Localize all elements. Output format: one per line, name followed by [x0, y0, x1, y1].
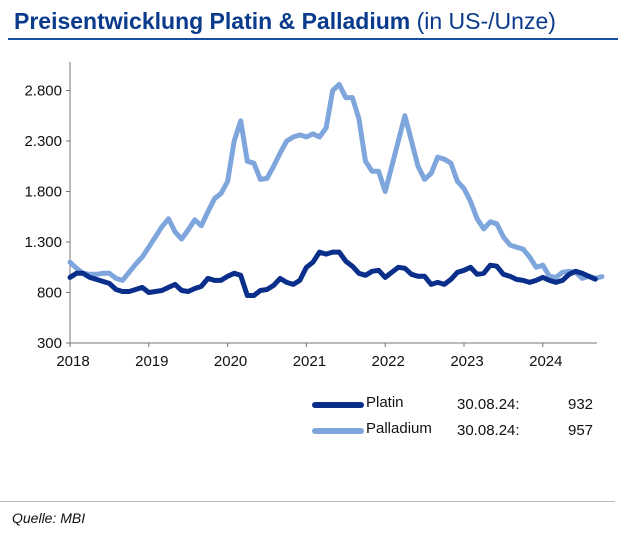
y-tick-label: 800	[37, 285, 62, 302]
series-line-palladium	[67, 81, 605, 283]
legend-date: 30.08.24:	[457, 422, 520, 439]
x-tick-label: 2019	[135, 353, 168, 370]
legend-label: Platin	[366, 394, 404, 411]
chart-title: Preisentwicklung Platin & Palladium (in …	[14, 8, 556, 35]
x-tick-label: 2022	[372, 353, 405, 370]
title-main: Preisentwicklung Platin & Palladium	[14, 8, 411, 34]
x-tick-label: 2018	[56, 353, 89, 370]
legend-date: 30.08.24:	[457, 396, 520, 413]
legend-swatch	[312, 402, 364, 408]
title-unit: (in US-/Unze)	[416, 8, 556, 34]
y-tick-label: 1.800	[24, 184, 62, 201]
y-tick-label: 300	[37, 335, 62, 352]
title-underline	[8, 38, 618, 40]
y-tick-label: 1.300	[24, 234, 62, 251]
footer-divider	[0, 501, 615, 502]
legend-last-value: 932	[568, 396, 594, 413]
y-tick-label: 2.800	[24, 83, 62, 100]
x-tick-label: 2023	[450, 353, 483, 370]
legend-swatch	[312, 428, 364, 434]
source-note: Quelle: MBI	[12, 510, 86, 526]
x-tick-label: 2021	[293, 353, 326, 370]
x-tick-label: 2020	[214, 353, 247, 370]
y-tick-label: 2.300	[24, 133, 62, 150]
legend-last-value: 957	[568, 422, 594, 439]
legend-label: Palladium	[366, 420, 432, 437]
line-chart: 300 800 1.300 1.800 2.300 2.800 2018 2019 2020 20…	[24, 62, 605, 370]
series-line-platin	[67, 249, 598, 298]
x-tick-label: 2024	[529, 353, 562, 370]
